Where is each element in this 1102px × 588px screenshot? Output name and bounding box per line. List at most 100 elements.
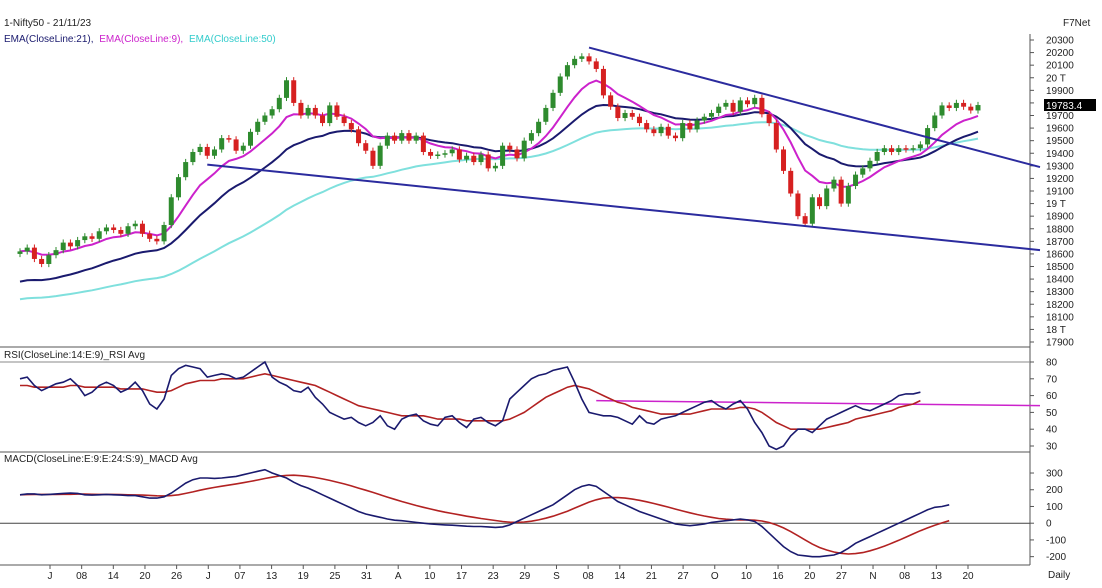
candle-body <box>824 188 830 207</box>
macd-y-tick-label: 0 <box>1046 519 1052 530</box>
candle-body <box>845 185 851 204</box>
candle-body <box>305 107 311 116</box>
candle-body <box>881 148 887 152</box>
candle-body <box>197 146 203 152</box>
candle-body <box>788 170 794 194</box>
candle-body <box>672 135 678 139</box>
price-y-tick-label: 20300 <box>1046 36 1074 47</box>
candle-body <box>932 115 938 129</box>
last-price-label: 19783.4 <box>1046 101 1083 112</box>
x-tick-label: 08 <box>899 571 911 582</box>
candle-body <box>327 105 333 124</box>
x-tick-label: 07 <box>234 571 246 582</box>
candle-body <box>543 107 549 122</box>
candle-body <box>118 230 124 234</box>
candle-body <box>320 115 326 124</box>
x-tick-label: 17 <box>456 571 468 582</box>
candle-body <box>312 107 318 116</box>
candle-body <box>75 240 81 247</box>
candle-body <box>831 179 837 189</box>
candle-body <box>579 56 585 59</box>
lower-trendline <box>207 163 1041 252</box>
candle-body <box>269 109 275 116</box>
x-tick-label: 20 <box>804 571 816 582</box>
candle-body <box>564 65 570 77</box>
price-y-tick-label: 19200 <box>1046 174 1074 185</box>
macd-avg-line <box>19 474 950 555</box>
candle-body <box>82 236 88 241</box>
candle-body <box>644 123 650 130</box>
candle-body <box>536 121 542 134</box>
candle-body <box>680 123 686 139</box>
candle-body <box>334 105 340 117</box>
candle-body <box>67 242 73 247</box>
candle-body <box>442 153 448 155</box>
candle-body <box>500 145 506 166</box>
x-tick-label: 19 <box>298 571 310 582</box>
price-y-tick-label: 18100 <box>1046 312 1074 323</box>
candle-body <box>276 97 282 110</box>
x-tick-label: 10 <box>424 571 436 582</box>
candle-body <box>341 116 347 124</box>
x-tick-label: J <box>206 571 211 582</box>
candle-body <box>406 133 412 141</box>
price-y-tick-label: 18700 <box>1046 237 1074 248</box>
candle-body <box>665 126 671 136</box>
candle-body <box>853 174 859 186</box>
rsi-y-tick-label: 50 <box>1046 408 1058 419</box>
candle-body <box>60 242 66 251</box>
candle-body <box>24 247 30 252</box>
rsi-y-tick-label: 80 <box>1046 358 1058 369</box>
candle-body <box>615 106 621 119</box>
candle-body <box>730 102 736 112</box>
price-y-tick-label: 19600 <box>1046 124 1074 135</box>
ema9-line <box>19 79 979 256</box>
candle-body <box>809 197 815 224</box>
candle-body <box>204 146 210 156</box>
price-y-tick-label: 17900 <box>1046 338 1074 349</box>
price-y-tick-label: 19900 <box>1046 86 1074 97</box>
rsi-y-tick-label: 70 <box>1046 374 1058 385</box>
price-y-tick-label: 20100 <box>1046 61 1074 72</box>
candle-body <box>946 105 952 108</box>
rsi-y-tick-label: 40 <box>1046 425 1058 436</box>
candle-body <box>211 149 217 156</box>
x-tick-label: 13 <box>931 571 943 582</box>
macd-y-tick-label: 200 <box>1046 485 1063 496</box>
candle-body <box>485 154 491 169</box>
price-y-tick-label: 19700 <box>1046 111 1074 122</box>
x-tick-label: O <box>711 571 719 582</box>
x-tick-label: 26 <box>171 571 183 582</box>
candle-body <box>247 131 253 146</box>
candle-body <box>103 227 109 232</box>
x-axis: J 08 14 20 26 J 07 13 19 25 31 A 10 17 23 29 S 08 14 21 27 O 1… <box>48 565 974 582</box>
rsi-panel: 80 70 60 50 40 30 <box>0 358 1058 453</box>
x-tick-label: J <box>48 571 53 582</box>
candle-body <box>298 102 304 116</box>
candle-body <box>889 148 895 152</box>
candle-body <box>111 227 117 231</box>
last-price-tag <box>1044 99 1096 112</box>
candle-body <box>521 140 527 159</box>
ema9-legend: EMA(CloseLine:9), <box>99 34 183 45</box>
candle-body <box>175 177 181 198</box>
candle-body <box>874 151 880 161</box>
candle-body <box>471 155 477 163</box>
ema-legend: EMA(CloseLine:21), EMA(CloseLine:9), EMA… <box>4 34 276 45</box>
candle-body <box>399 133 405 141</box>
candle-body <box>449 149 455 154</box>
candle-body <box>802 216 808 224</box>
candle-body <box>377 145 383 166</box>
candle-body <box>420 135 426 152</box>
x-tick-label: S <box>553 571 560 582</box>
candle-body <box>464 155 470 160</box>
candle-body <box>514 149 520 159</box>
candle-body <box>168 197 174 225</box>
candle-body <box>773 123 779 150</box>
candle-body <box>456 149 462 160</box>
candle-body <box>723 102 729 107</box>
price-y-tick-label: 19400 <box>1046 149 1074 160</box>
x-tick-label: 25 <box>329 571 341 582</box>
